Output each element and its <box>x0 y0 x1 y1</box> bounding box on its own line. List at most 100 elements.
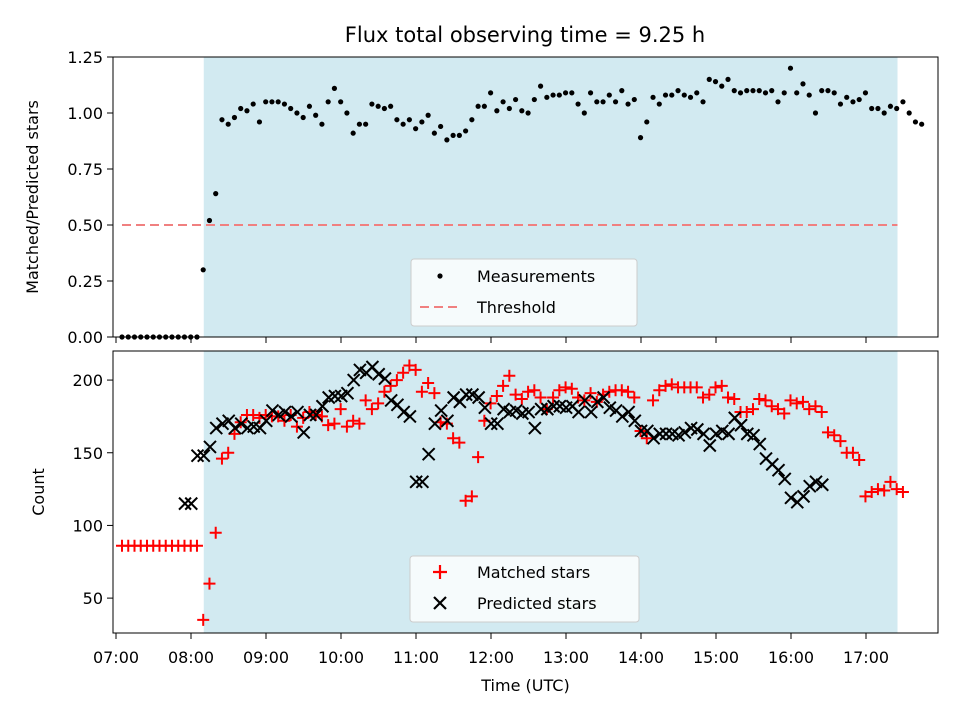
measurement-point <box>706 76 712 82</box>
ratio-y-tick-label: 0.50 <box>67 216 103 235</box>
predicted-star-point <box>571 405 586 419</box>
measurement-point <box>338 99 344 105</box>
matched-star-point <box>821 426 834 439</box>
measurement-point <box>388 103 394 109</box>
predicted-star-point <box>621 405 636 419</box>
measurement-point <box>862 90 869 96</box>
matched-star-point <box>778 407 791 420</box>
measurement-point <box>413 126 419 132</box>
matched-star-point <box>509 388 522 401</box>
matched-star-point <box>896 486 909 498</box>
count-y-tick-label: 50 <box>83 589 103 608</box>
ratio-y-axis-label: Matched/Predicted stars <box>23 100 42 294</box>
count-legend: Matched stars Predicted stars <box>409 555 640 623</box>
matched-star-point <box>728 392 741 405</box>
measurement-point <box>500 99 506 105</box>
matched-star-point <box>190 539 203 552</box>
measurement-point <box>887 103 894 109</box>
predicted-star-point <box>409 475 423 489</box>
matched-star-point <box>722 391 735 404</box>
predicted-star-point <box>403 409 417 424</box>
matched-star-point <box>365 403 378 416</box>
measurement-point <box>263 99 269 105</box>
predicted-star-point <box>678 425 692 440</box>
ratio-y-tick-label: 1.25 <box>67 48 103 67</box>
x-tick-label: 15:00 <box>693 648 739 667</box>
matched-star-point <box>815 406 828 419</box>
matched-star-point <box>853 454 866 467</box>
matched-star-point <box>834 435 847 448</box>
ratio-y-tick-label: 0.00 <box>67 328 103 347</box>
measurement-point <box>350 130 356 136</box>
matched-star-point <box>865 486 878 498</box>
ratio-x-ticks <box>115 337 867 343</box>
measurement-point <box>537 83 544 89</box>
predicted-star-point <box>546 399 561 413</box>
measurement-point <box>556 92 562 98</box>
predicted-star-point <box>584 405 598 419</box>
predicted-star-point <box>346 373 361 387</box>
predicted-star-point <box>528 421 542 435</box>
matched-star-point <box>503 369 516 382</box>
matched-star-point <box>322 419 335 432</box>
count-y-tick-label: 150 <box>72 444 103 463</box>
matched-star-point <box>409 363 422 376</box>
matched-star-point <box>453 436 466 449</box>
measurement-point <box>219 117 225 123</box>
matched-star-point <box>690 381 703 394</box>
measurement-point <box>731 88 737 94</box>
measurement-point <box>594 99 600 105</box>
measurement-point <box>438 123 444 130</box>
measurement-point <box>806 92 812 98</box>
predicted-star-point <box>815 478 829 492</box>
matched-star-point <box>790 397 803 410</box>
predicted-star-point <box>484 416 498 431</box>
measurement-point <box>531 96 537 103</box>
measurement-point <box>831 90 837 96</box>
measurement-point <box>656 101 662 107</box>
legend-measurements-marker <box>437 273 443 279</box>
measurement-point <box>444 137 450 143</box>
predicted-star-point <box>803 479 817 493</box>
matched-star-point <box>647 394 660 407</box>
measurement-point <box>481 103 487 109</box>
measurement-point <box>225 121 231 127</box>
measurement-point <box>200 267 206 273</box>
measurement-point <box>375 103 381 109</box>
matched-star-point <box>197 613 210 626</box>
measurement-point <box>681 92 687 98</box>
measurement-point <box>662 92 669 98</box>
predicted-star-point <box>434 403 448 418</box>
matched-stars-points <box>116 359 909 626</box>
predicted-star-point <box>303 408 317 422</box>
x-tick-label: 16:00 <box>768 648 814 667</box>
measurement-point <box>450 132 456 138</box>
matched-star-point <box>522 385 535 398</box>
measurement-point <box>419 119 425 125</box>
measurement-point <box>319 121 325 127</box>
measurement-point <box>819 88 825 94</box>
measurement-point <box>250 101 256 107</box>
predicted-star-point <box>428 416 442 431</box>
predicted-star-point <box>278 405 292 419</box>
predicted-star-point <box>378 371 392 386</box>
measurement-point <box>550 92 556 98</box>
measurement-point <box>425 112 431 118</box>
x-tick-label: 07:00 <box>93 648 139 667</box>
measurement-point <box>544 94 550 100</box>
matched-star-point <box>534 391 547 404</box>
predicted-star-point <box>471 390 486 405</box>
measurement-point <box>869 105 875 112</box>
measurement-point <box>687 94 694 100</box>
measurement-point <box>238 105 244 112</box>
matched-star-point <box>472 451 485 464</box>
matched-star-point <box>515 392 528 405</box>
predicted-star-point <box>415 475 430 489</box>
predicted-star-point <box>203 440 217 454</box>
count-panel: 50 100 150 200 07:00 08:00 09:00 10:00 11:00 12:… <box>29 350 939 695</box>
ratio-y-tick-label: 0.25 <box>67 272 103 291</box>
predicted-star-point <box>290 405 305 419</box>
matched-star-point <box>428 387 441 400</box>
matched-star-point <box>447 432 460 445</box>
